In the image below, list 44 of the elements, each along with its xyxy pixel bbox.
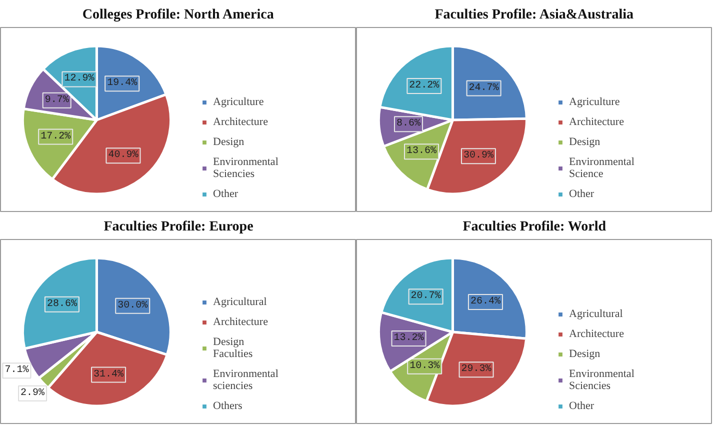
- data-label: 8.6%: [396, 118, 421, 130]
- legend-label: Design: [213, 136, 244, 148]
- chart-title: Faculties Profile: World: [462, 220, 606, 234]
- legend-label: Environmental Sciencies: [569, 368, 634, 392]
- data-label: 13.6%: [406, 146, 437, 158]
- data-label: 22.2%: [409, 80, 440, 92]
- legend-label: Others: [213, 400, 242, 412]
- legend-label: Design Faculties: [213, 336, 253, 360]
- legend-label: Design: [569, 136, 600, 148]
- chart-title: Faculties Profile: Asia&Australia: [434, 8, 634, 22]
- legend-label: Environmental Sciencies: [213, 156, 278, 180]
- legend-label: Design: [569, 348, 600, 360]
- data-label: 29.3%: [461, 364, 492, 376]
- data-label: 40.9%: [108, 150, 138, 162]
- legend-label: Architecture: [213, 116, 268, 128]
- legend-label: Environmental Science: [569, 156, 634, 180]
- data-label: 19.4%: [107, 78, 138, 90]
- data-label: 12.9%: [64, 74, 94, 85]
- legend-label: Environmental sciencies: [213, 368, 278, 392]
- data-label: 2.9%: [20, 388, 45, 399]
- data-label: 13.2%: [394, 332, 424, 344]
- data-label: 9.7%: [44, 94, 69, 106]
- legend-label: Agriculture: [569, 96, 620, 108]
- legend-label: Other: [569, 400, 594, 412]
- chart-title: Colleges Profile: North America: [82, 8, 274, 22]
- data-label: 17.2%: [40, 131, 71, 142]
- legend-label: Agricultural: [569, 308, 623, 320]
- data-label: 28.6%: [46, 298, 77, 310]
- chart-title: Faculties Profile: Europe: [104, 220, 254, 234]
- data-label: 7.1%: [4, 365, 29, 376]
- data-label: 24.7%: [468, 82, 499, 94]
- data-label: 30.9%: [463, 150, 494, 162]
- data-label: 26.4%: [470, 296, 500, 308]
- legend-label: Agriculture: [213, 96, 264, 108]
- data-label: 30.0%: [118, 300, 148, 312]
- data-label: 20.7%: [410, 291, 441, 302]
- legend-label: Architecture: [569, 116, 624, 128]
- legend-label: Architecture: [213, 316, 268, 328]
- legend-label: Other: [569, 188, 594, 200]
- legend-label: Architecture: [569, 328, 624, 340]
- data-label: 10.3%: [410, 360, 440, 372]
- legend-label: Other: [213, 188, 238, 200]
- slice-label: Agricultural: [213, 296, 267, 308]
- data-label: 31.4%: [94, 369, 124, 380]
